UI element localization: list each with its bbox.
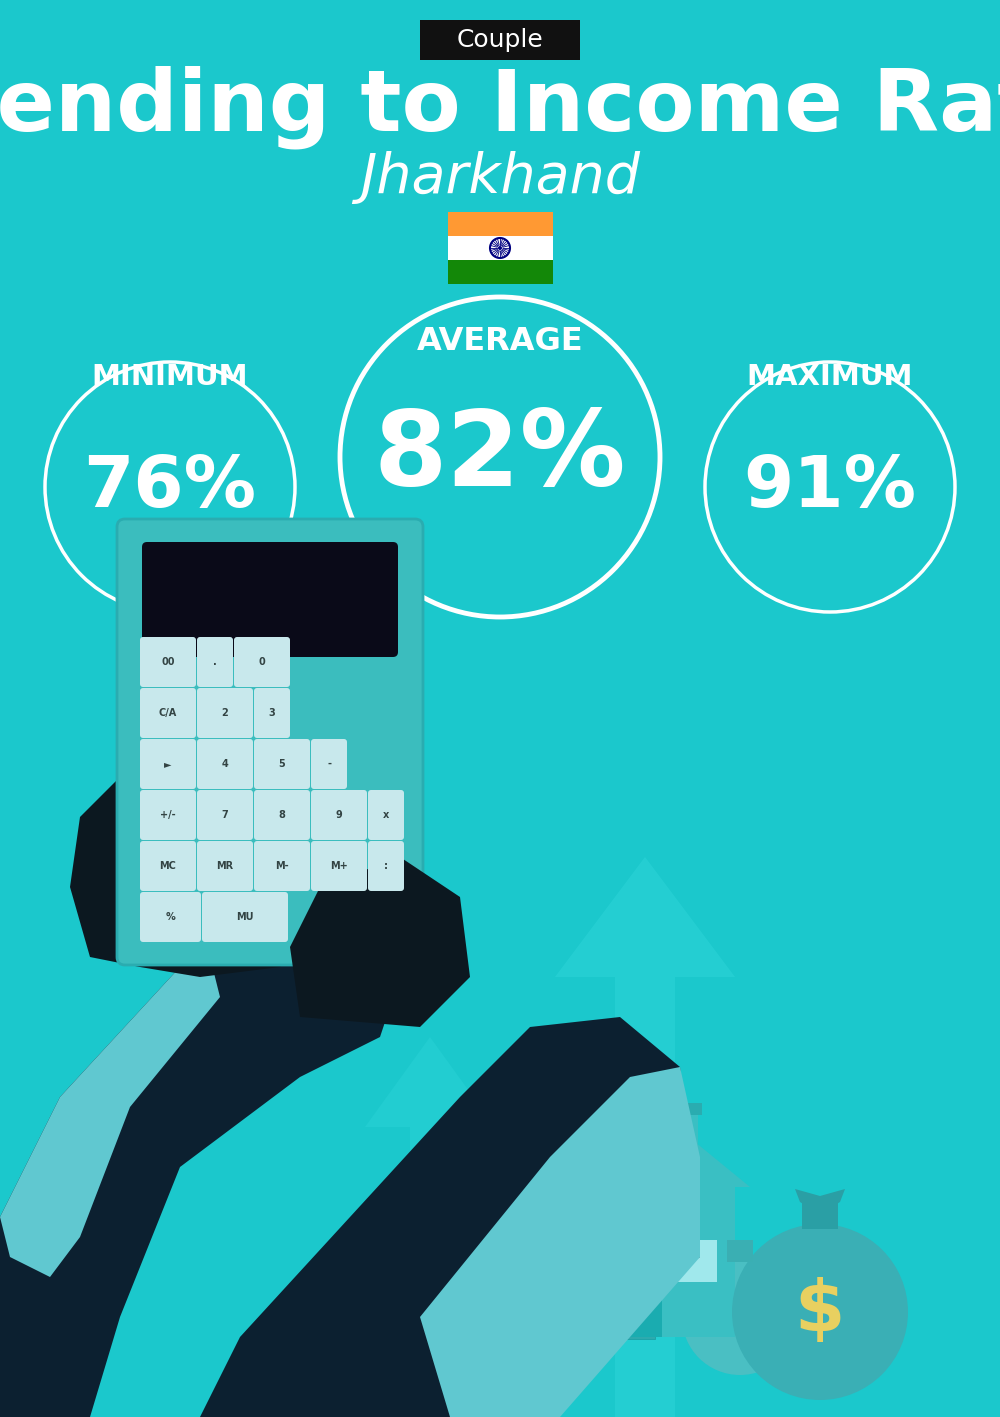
FancyBboxPatch shape	[197, 842, 253, 891]
Text: 8: 8	[279, 811, 285, 820]
FancyBboxPatch shape	[140, 842, 196, 891]
Polygon shape	[530, 1097, 750, 1187]
Text: $: $	[795, 1278, 845, 1346]
Bar	[448, 213, 552, 237]
Text: 5: 5	[279, 760, 285, 769]
Polygon shape	[0, 917, 400, 1417]
Text: Spending to Income Ratio: Spending to Income Ratio	[0, 65, 1000, 149]
Polygon shape	[555, 857, 735, 976]
Text: 00: 00	[161, 657, 175, 667]
FancyBboxPatch shape	[234, 638, 290, 687]
FancyBboxPatch shape	[254, 842, 310, 891]
Bar	[670, 1107, 698, 1158]
Text: 0: 0	[259, 657, 265, 667]
Bar	[802, 1202, 838, 1229]
Text: ►: ►	[164, 760, 172, 769]
Text: 82%: 82%	[374, 407, 626, 509]
Text: :: :	[384, 862, 388, 871]
Bar	[677, 1240, 717, 1282]
Text: MR: MR	[216, 862, 234, 871]
Circle shape	[732, 1224, 908, 1400]
FancyBboxPatch shape	[311, 842, 367, 891]
FancyBboxPatch shape	[368, 842, 404, 891]
Text: MC: MC	[160, 862, 176, 871]
Text: 4: 4	[222, 760, 228, 769]
Text: x: x	[383, 811, 389, 820]
FancyBboxPatch shape	[140, 689, 196, 738]
Text: 9: 9	[336, 811, 342, 820]
Text: MAXIMUM: MAXIMUM	[747, 363, 913, 391]
Bar	[618, 1257, 662, 1338]
FancyBboxPatch shape	[197, 791, 253, 840]
Text: 2: 2	[222, 708, 228, 718]
Bar	[727, 1240, 753, 1263]
FancyBboxPatch shape	[202, 891, 288, 942]
Bar	[410, 1127, 450, 1417]
Circle shape	[498, 247, 502, 249]
FancyBboxPatch shape	[311, 791, 367, 840]
Bar	[666, 1102, 702, 1115]
Bar	[448, 259, 552, 283]
Text: MINIMUM: MINIMUM	[92, 363, 248, 391]
Bar	[555, 1281, 655, 1291]
Polygon shape	[70, 767, 320, 976]
Bar	[555, 1329, 655, 1339]
Bar	[563, 1240, 603, 1282]
Polygon shape	[420, 1067, 700, 1417]
Text: C/A: C/A	[159, 708, 177, 718]
Text: MU: MU	[236, 913, 254, 922]
FancyBboxPatch shape	[140, 638, 196, 687]
FancyBboxPatch shape	[197, 740, 253, 789]
Text: M+: M+	[330, 862, 348, 871]
Bar	[615, 976, 675, 1417]
Bar	[555, 1316, 655, 1326]
Text: M-: M-	[275, 862, 289, 871]
Text: 7: 7	[222, 811, 228, 820]
Bar	[555, 1305, 655, 1315]
Bar	[555, 1270, 655, 1280]
Text: 3: 3	[269, 708, 275, 718]
FancyBboxPatch shape	[254, 740, 310, 789]
FancyBboxPatch shape	[117, 519, 423, 965]
FancyBboxPatch shape	[254, 791, 310, 840]
Polygon shape	[200, 1017, 700, 1417]
Text: -: -	[327, 760, 331, 769]
Bar	[555, 1257, 655, 1267]
Text: Couple: Couple	[457, 28, 543, 52]
Polygon shape	[365, 1037, 495, 1127]
FancyBboxPatch shape	[254, 689, 290, 738]
Bar	[555, 1246, 655, 1255]
Polygon shape	[0, 956, 220, 1277]
Polygon shape	[795, 1189, 845, 1214]
Text: Jharkhand: Jharkhand	[360, 150, 640, 204]
Text: AVERAGE: AVERAGE	[417, 326, 583, 357]
Polygon shape	[290, 857, 470, 1027]
Bar	[545, 1187, 735, 1338]
Bar	[420, 20, 580, 60]
Circle shape	[682, 1258, 798, 1374]
FancyBboxPatch shape	[140, 891, 201, 942]
FancyBboxPatch shape	[311, 740, 347, 789]
Text: 76%: 76%	[84, 452, 256, 521]
Bar	[555, 1292, 655, 1304]
FancyBboxPatch shape	[197, 689, 253, 738]
Text: +/-: +/-	[160, 811, 176, 820]
FancyBboxPatch shape	[197, 638, 233, 687]
Text: .: .	[213, 657, 217, 667]
FancyBboxPatch shape	[140, 740, 196, 789]
Bar	[448, 237, 552, 259]
FancyBboxPatch shape	[142, 541, 398, 657]
Text: 91%: 91%	[744, 452, 916, 521]
FancyBboxPatch shape	[368, 791, 404, 840]
FancyBboxPatch shape	[140, 791, 196, 840]
Text: %: %	[166, 913, 175, 922]
